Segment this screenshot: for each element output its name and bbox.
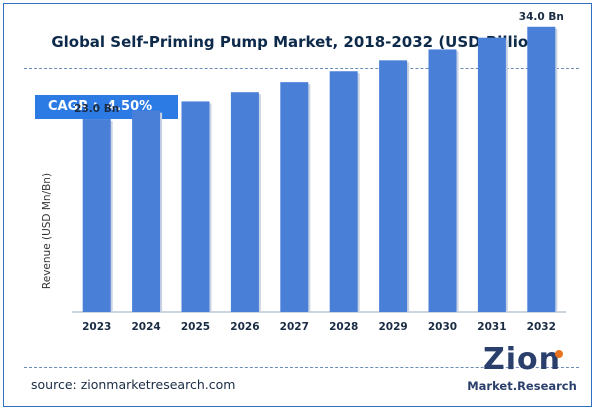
bar-2025 <box>181 101 210 312</box>
bar-2027 <box>280 82 309 313</box>
zion-logo: Zion Market.Research <box>463 342 581 398</box>
data-label: 34.0 Bn <box>519 11 564 23</box>
x-tick-label: 2028 <box>329 321 358 333</box>
title-divider <box>24 68 579 69</box>
source-text: source: zionmarketresearch.com <box>31 377 236 392</box>
x-tick-label: 2025 <box>181 321 210 333</box>
bar-2032 <box>527 26 556 313</box>
logo-main-text: Zion <box>482 342 561 377</box>
x-tick-label: 2027 <box>280 321 309 333</box>
bar-2030 <box>428 49 457 313</box>
logo-dot-icon <box>555 350 563 358</box>
x-tick-label: 2029 <box>378 321 407 333</box>
x-tick-label: 2030 <box>428 321 457 333</box>
footer-divider <box>24 367 579 368</box>
data-label: 23.0 Bn <box>74 103 119 115</box>
bar-2028 <box>329 71 358 312</box>
x-tick-label: 2023 <box>82 321 111 333</box>
bar-2029 <box>379 60 408 313</box>
logo-sub-text: Market.Research <box>467 379 577 393</box>
x-tick-label: 2031 <box>477 321 506 333</box>
x-tick-label: 2026 <box>230 321 259 333</box>
chart-title: Global Self-Priming Pump Market, 2018-20… <box>51 33 546 51</box>
bar-2023 <box>82 119 111 312</box>
bar-2024 <box>132 110 161 313</box>
bar-2026 <box>230 92 259 312</box>
x-tick-label: 2024 <box>131 321 160 333</box>
x-tick-label: 2032 <box>527 321 556 333</box>
bar-2031 <box>477 37 506 312</box>
